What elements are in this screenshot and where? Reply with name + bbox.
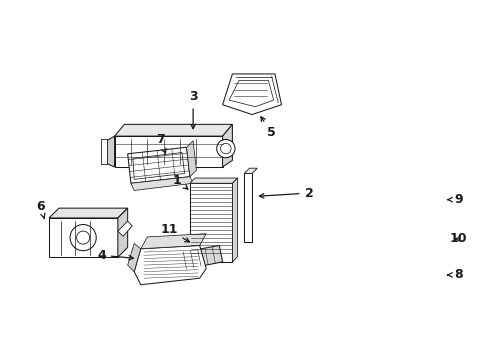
Polygon shape bbox=[183, 246, 222, 269]
Circle shape bbox=[404, 221, 441, 257]
Polygon shape bbox=[190, 178, 238, 183]
Polygon shape bbox=[115, 136, 222, 167]
Circle shape bbox=[395, 211, 450, 266]
Polygon shape bbox=[244, 168, 257, 174]
Text: 7: 7 bbox=[156, 133, 166, 153]
Polygon shape bbox=[190, 183, 232, 262]
Circle shape bbox=[416, 268, 429, 282]
Text: 4: 4 bbox=[97, 249, 133, 262]
Polygon shape bbox=[229, 81, 273, 107]
Circle shape bbox=[76, 231, 90, 244]
Circle shape bbox=[217, 139, 235, 158]
Text: 2: 2 bbox=[260, 186, 314, 199]
Polygon shape bbox=[101, 139, 107, 164]
Circle shape bbox=[70, 225, 96, 251]
Circle shape bbox=[220, 143, 231, 154]
Circle shape bbox=[417, 194, 427, 205]
Polygon shape bbox=[134, 246, 206, 285]
Polygon shape bbox=[131, 177, 193, 190]
Text: 11: 11 bbox=[160, 223, 190, 242]
Polygon shape bbox=[180, 252, 187, 269]
Text: 3: 3 bbox=[189, 90, 197, 129]
Polygon shape bbox=[118, 208, 128, 257]
Text: 1: 1 bbox=[172, 174, 188, 189]
Text: 6: 6 bbox=[36, 200, 45, 219]
Text: 9: 9 bbox=[448, 193, 463, 206]
Circle shape bbox=[408, 261, 437, 289]
Polygon shape bbox=[118, 221, 132, 236]
Polygon shape bbox=[232, 178, 238, 262]
Circle shape bbox=[399, 177, 445, 222]
Polygon shape bbox=[49, 208, 128, 218]
Polygon shape bbox=[133, 153, 185, 179]
Polygon shape bbox=[141, 234, 206, 249]
Text: 10: 10 bbox=[449, 233, 467, 246]
Ellipse shape bbox=[399, 190, 445, 203]
Polygon shape bbox=[187, 141, 196, 177]
Polygon shape bbox=[49, 218, 118, 257]
Polygon shape bbox=[128, 243, 141, 272]
Polygon shape bbox=[222, 124, 232, 167]
Circle shape bbox=[399, 252, 445, 298]
Polygon shape bbox=[115, 124, 232, 136]
Text: 5: 5 bbox=[261, 117, 276, 139]
Polygon shape bbox=[128, 147, 190, 183]
Circle shape bbox=[416, 232, 429, 246]
Polygon shape bbox=[222, 74, 281, 114]
Polygon shape bbox=[244, 174, 252, 242]
Polygon shape bbox=[107, 136, 115, 167]
Text: 8: 8 bbox=[448, 269, 463, 282]
